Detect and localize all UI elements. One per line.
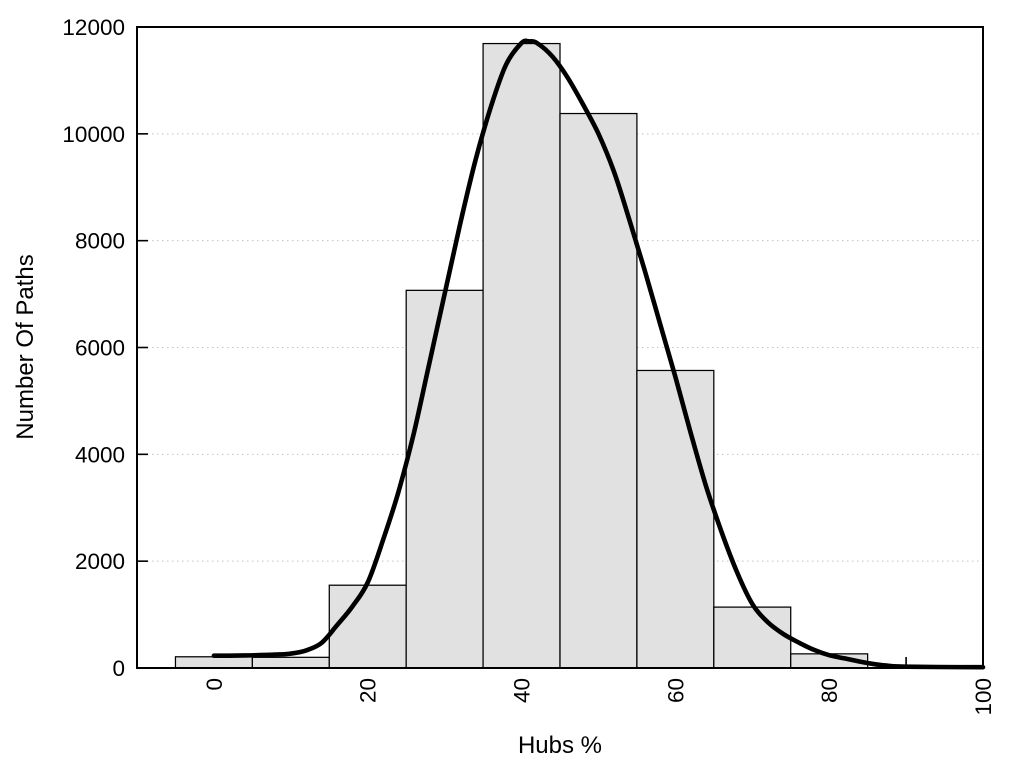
- histogram-bar: [713, 606, 792, 669]
- x-tick-label: 80: [817, 678, 842, 703]
- x-axis-title: Hubs %: [518, 732, 602, 759]
- y-tick-label: 8000: [75, 229, 125, 254]
- plot-frame-layer: [136, 26, 984, 669]
- y-tick-label: 0: [112, 656, 125, 681]
- plot-frame: [136, 26, 984, 669]
- density-curve: [211, 38, 986, 670]
- y-axis-title: Number Of Paths: [12, 254, 39, 439]
- y-tick-label: 2000: [75, 549, 125, 574]
- x-tick-label: 100: [971, 678, 996, 716]
- y-tick-label: 12000: [62, 15, 125, 40]
- x-tick-label: 60: [663, 678, 688, 703]
- histogram-bar: [251, 656, 330, 669]
- y-tick-label: 10000: [62, 122, 125, 147]
- histogram-bar: [559, 112, 638, 669]
- histogram-bars-layer: [174, 42, 869, 669]
- x-tick-label: 20: [356, 678, 381, 703]
- histogram-bar: [482, 42, 561, 669]
- x-tick-label: 0: [202, 678, 227, 691]
- y-tick-label: 4000: [75, 442, 125, 467]
- x-tick-label: 40: [510, 678, 535, 703]
- tick-labels-layer: 0 2000 4000 6000 8000 10000 12000 0 20 40 60 80 100: [62, 15, 996, 716]
- histogram-bar: [174, 656, 253, 669]
- density-curve-layer: [211, 38, 986, 670]
- gridlines-layer: [137, 133, 983, 562]
- histogram-bar: [636, 369, 715, 669]
- histogram-bar: [328, 584, 407, 669]
- y-tick-label: 6000: [75, 336, 125, 361]
- histogram-bar: [405, 289, 484, 669]
